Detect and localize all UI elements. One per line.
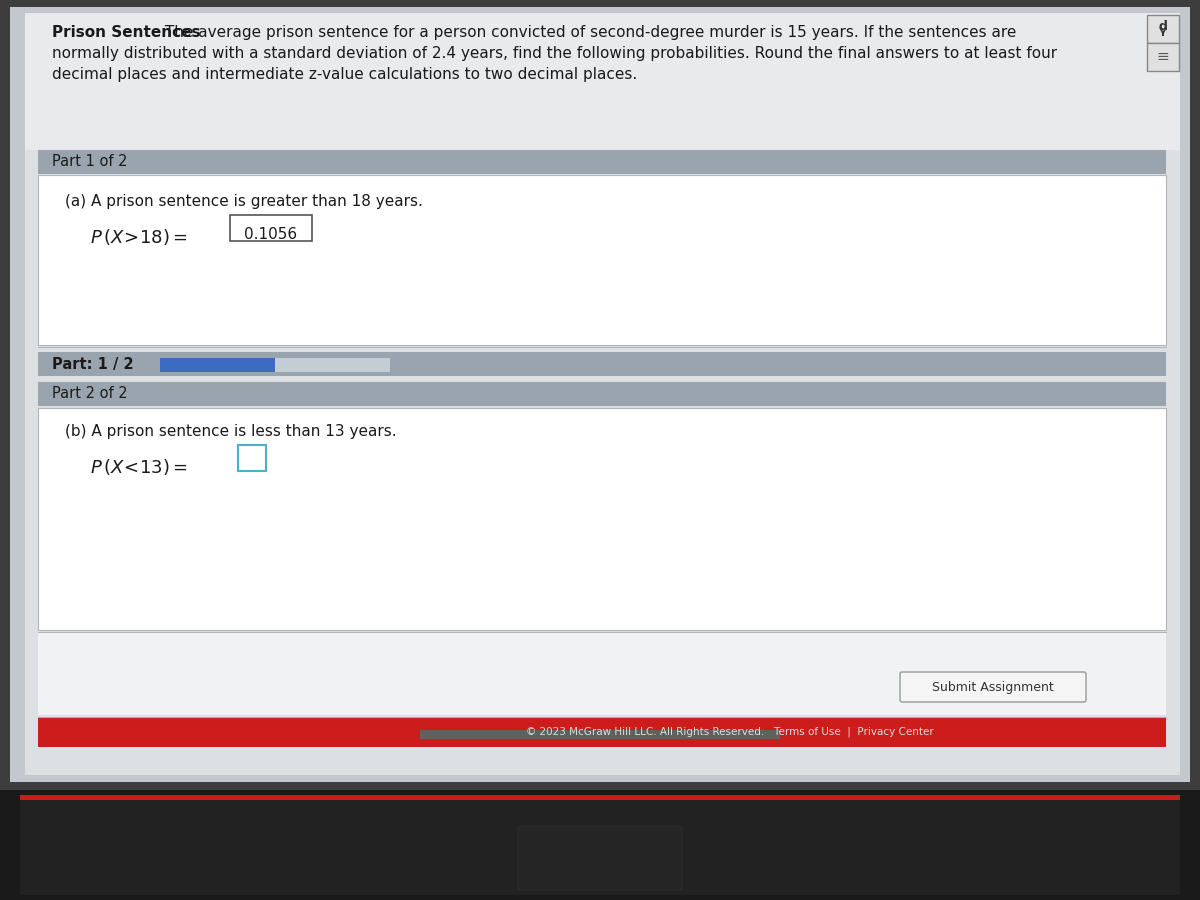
Text: Part: 1 / 2: Part: 1 / 2 <box>52 356 133 372</box>
Bar <box>38 352 1166 376</box>
Bar <box>160 358 390 372</box>
Text: decimal places and intermediate z-value calculations to two decimal places.: decimal places and intermediate z-value … <box>52 67 637 82</box>
FancyBboxPatch shape <box>1147 15 1178 43</box>
Text: © 2023 McGraw Hill LLC. All Rights Reserved.   Terms of Use  |  Privacy Center: © 2023 McGraw Hill LLC. All Rights Reser… <box>526 727 934 737</box>
Text: ≡: ≡ <box>1157 50 1169 65</box>
Text: $P\,(X\!>\!18) =$: $P\,(X\!>\!18) =$ <box>90 227 188 247</box>
Text: Part 2 of 2: Part 2 of 2 <box>52 386 127 401</box>
Bar <box>25 13 1180 150</box>
Bar <box>0 0 1200 790</box>
FancyBboxPatch shape <box>238 445 266 471</box>
FancyBboxPatch shape <box>38 408 1166 630</box>
Bar <box>20 795 1180 895</box>
Bar <box>38 150 1166 174</box>
Text: (a) A prison sentence is greater than 18 years.: (a) A prison sentence is greater than 18… <box>65 194 422 209</box>
Text: $P\,(X\!<\!13) =$: $P\,(X\!<\!13) =$ <box>90 457 188 477</box>
Bar <box>160 358 275 372</box>
Text: (b) A prison sentence is less than 13 years.: (b) A prison sentence is less than 13 ye… <box>65 424 397 439</box>
Bar <box>10 7 1190 782</box>
Bar <box>38 382 1166 406</box>
FancyBboxPatch shape <box>518 826 682 890</box>
Bar <box>25 13 1180 775</box>
Bar <box>38 632 1166 715</box>
FancyBboxPatch shape <box>900 672 1086 702</box>
FancyBboxPatch shape <box>230 215 312 241</box>
Text: 0.1056: 0.1056 <box>245 227 298 242</box>
Text: Submit Assignment: Submit Assignment <box>932 680 1054 694</box>
Bar <box>20 795 1180 800</box>
Bar <box>38 717 1166 747</box>
Bar <box>0 785 1200 900</box>
Text: Part 1 of 2: Part 1 of 2 <box>52 155 127 169</box>
Text: normally distributed with a standard deviation of 2.4 years, find the following : normally distributed with a standard dev… <box>52 46 1057 61</box>
Text: The average prison sentence for a person convicted of second-degree murder is 15: The average prison sentence for a person… <box>160 25 1016 40</box>
Text: Prison Sentences: Prison Sentences <box>52 25 200 40</box>
Text: d: d <box>1158 21 1168 33</box>
FancyBboxPatch shape <box>38 175 1166 345</box>
Bar <box>420 730 780 739</box>
FancyBboxPatch shape <box>1147 43 1178 71</box>
